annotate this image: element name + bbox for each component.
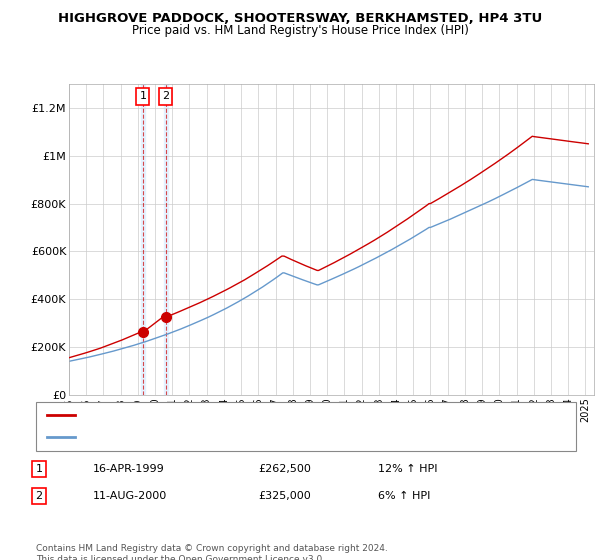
Text: £262,500: £262,500 xyxy=(258,464,311,474)
Text: 6% ↑ HPI: 6% ↑ HPI xyxy=(378,491,430,501)
Text: HPI: Average price, detached house, Dacorum: HPI: Average price, detached house, Daco… xyxy=(81,432,313,442)
Text: 1: 1 xyxy=(139,91,146,101)
Text: 12% ↑ HPI: 12% ↑ HPI xyxy=(378,464,437,474)
Text: Contains HM Land Registry data © Crown copyright and database right 2024.
This d: Contains HM Land Registry data © Crown c… xyxy=(36,544,388,560)
Text: 1: 1 xyxy=(35,464,43,474)
Text: 11-AUG-2000: 11-AUG-2000 xyxy=(93,491,167,501)
Text: 2: 2 xyxy=(162,91,169,101)
Bar xyxy=(164,84,168,395)
Text: HIGHGROVE PADDOCK, SHOOTERSWAY, BERKHAMSTED, HP4 3TU (detached house): HIGHGROVE PADDOCK, SHOOTERSWAY, BERKHAMS… xyxy=(81,410,505,421)
Text: HIGHGROVE PADDOCK, SHOOTERSWAY, BERKHAMSTED, HP4 3TU: HIGHGROVE PADDOCK, SHOOTERSWAY, BERKHAMS… xyxy=(58,12,542,25)
Text: 2: 2 xyxy=(35,491,43,501)
Text: 16-APR-1999: 16-APR-1999 xyxy=(93,464,165,474)
Text: Price paid vs. HM Land Registry's House Price Index (HPI): Price paid vs. HM Land Registry's House … xyxy=(131,24,469,37)
Bar xyxy=(140,84,145,395)
Text: £325,000: £325,000 xyxy=(258,491,311,501)
